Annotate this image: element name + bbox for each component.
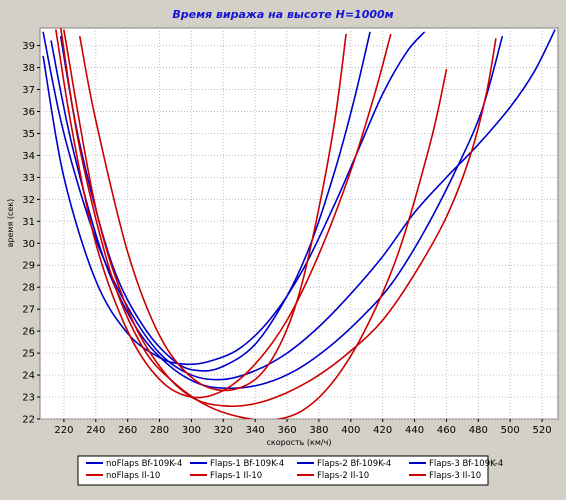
series-lines [42, 28, 556, 419]
x-tick-label: 440 [405, 425, 424, 436]
grid-lines [40, 28, 558, 420]
y-tick-label: 37 [22, 85, 35, 96]
x-tick-label: 400 [341, 425, 360, 436]
x-tick-label: 320 [214, 425, 233, 436]
legend-label: Flaps-3 Bf-109K-4 [429, 459, 503, 469]
x-tick-label: 220 [54, 425, 73, 436]
y-tick-label: 25 [22, 349, 35, 360]
x-tick-label: 340 [246, 425, 265, 436]
x-tick-label: 520 [533, 425, 552, 436]
x-tick-label: 500 [501, 425, 520, 436]
y-tick-label: 28 [22, 283, 35, 294]
legend-label: noFlaps Bf-109K-4 [106, 459, 182, 469]
y-tick-label: 26 [22, 327, 35, 338]
y-tick-label: 31 [22, 217, 35, 228]
x-axis-label: скорость (км/ч) [267, 438, 332, 447]
legend-label: Flaps-2 Bf-109K-4 [317, 459, 391, 469]
x-tick-label: 460 [437, 425, 456, 436]
chart-title: Время виража на высоте H=1000м [172, 8, 393, 21]
y-tick-label: 32 [22, 195, 35, 206]
series-line-5 [79, 33, 347, 392]
series-line-3 [50, 35, 504, 390]
x-tick-label: 260 [118, 425, 137, 436]
y-tick-label: 35 [22, 129, 35, 140]
legend-label: noFlaps Il-10 [106, 471, 160, 481]
y-tick-label: 38 [22, 63, 35, 74]
x-tick-label: 240 [86, 425, 105, 436]
legend: noFlaps Bf-109K-4 Flaps-1 Bf-109K-4 Flaps-… [86, 459, 503, 481]
y-tick-label: 39 [22, 41, 35, 52]
x-tick-label: 380 [309, 425, 328, 436]
series-line-8 [59, 28, 448, 419]
y-tick-labels: 22 23 24 25 26 27 28 29 30 31 32 33 34 35 36 37 38 39 [22, 41, 40, 426]
y-tick-label: 22 [22, 415, 35, 426]
legend-box [77, 455, 489, 486]
series-line-7 [55, 29, 392, 399]
y-tick-label: 29 [22, 261, 35, 272]
plot-area [39, 27, 559, 420]
x-tick-label: 480 [469, 425, 488, 436]
x-tick-label: 420 [373, 425, 392, 436]
x-tick-label: 360 [277, 425, 296, 436]
legend-label: Flaps-3 Il-10 [429, 471, 481, 481]
y-tick-label: 24 [22, 371, 35, 382]
x-tick-label: 280 [150, 425, 169, 436]
y-axis-label: время (сек) [6, 199, 15, 248]
y-tick-label: 27 [22, 305, 35, 316]
y-tick-label: 34 [22, 151, 35, 162]
x-tick-labels: 220 240 260 280 300 320 340 360 380 400 420 440 460 4… [54, 419, 552, 436]
y-tick-label: 36 [22, 107, 35, 118]
y-tick-label: 23 [22, 393, 35, 404]
y-tick-label: 30 [22, 239, 35, 250]
y-tick-label: 33 [22, 173, 35, 184]
legend-label: Flaps-1 Bf-109K-4 [210, 459, 284, 469]
series-line-6 [63, 29, 497, 408]
x-tick-label: 300 [182, 425, 201, 436]
legend-label: Flaps-2 Il-10 [317, 471, 369, 481]
series-line-1 [42, 31, 425, 366]
legend-label: Flaps-1 Il-10 [210, 471, 262, 481]
